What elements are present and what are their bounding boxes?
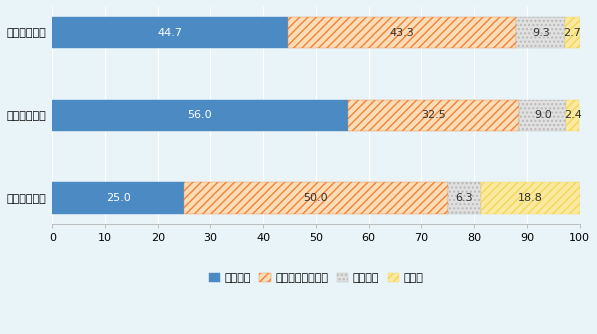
Bar [565,17,580,48]
Bar [481,182,580,214]
Bar [53,182,184,214]
Text: 6.3: 6.3 [456,193,473,203]
Text: 56.0: 56.0 [187,110,212,120]
Text: 44.7: 44.7 [158,27,183,37]
Bar [53,100,347,131]
Bar [184,182,448,214]
Text: 18.8: 18.8 [518,193,543,203]
Bar [567,100,579,131]
Text: 2.4: 2.4 [564,110,581,120]
Text: 32.5: 32.5 [421,110,445,120]
Legend: 増加した, 変化は見られない, 減少した, その他: 増加した, 変化は見られない, 減少した, その他 [204,268,427,287]
Text: 25.0: 25.0 [106,193,131,203]
Text: 9.0: 9.0 [534,110,552,120]
Bar [53,17,288,48]
Bar [288,17,516,48]
Text: 2.7: 2.7 [564,27,581,37]
Bar [519,100,567,131]
Bar [347,100,519,131]
Text: 43.3: 43.3 [390,27,414,37]
Bar [448,182,481,214]
Text: 9.3: 9.3 [532,27,550,37]
Bar [516,17,565,48]
Text: 50.0: 50.0 [304,193,328,203]
